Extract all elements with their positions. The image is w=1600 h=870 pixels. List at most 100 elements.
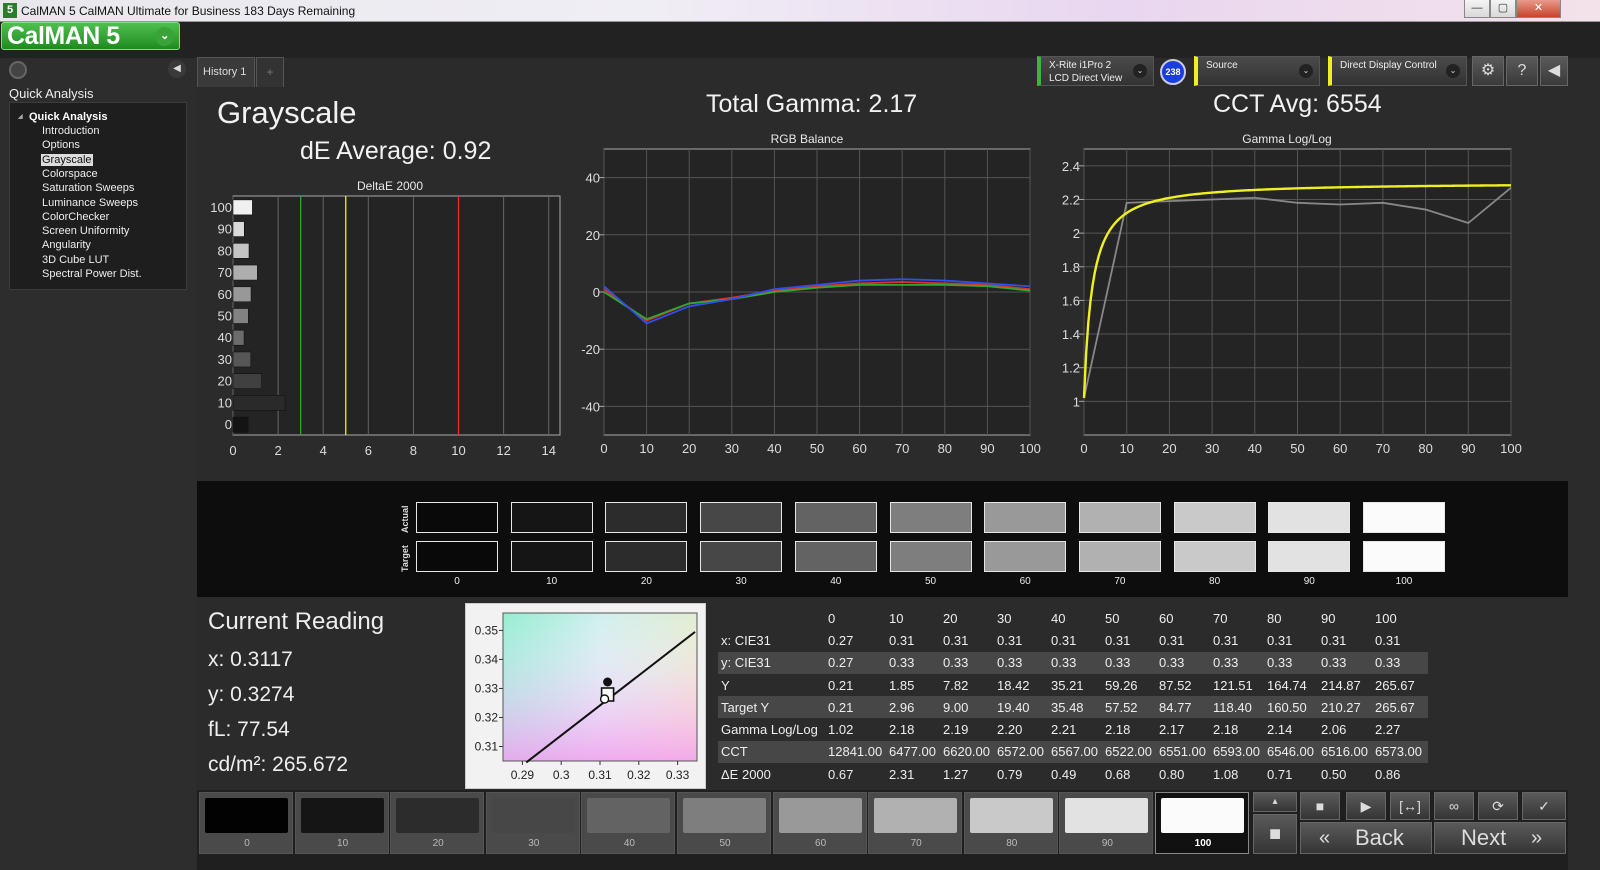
plot-area — [232, 195, 561, 436]
y-tick-label: 30 — [218, 352, 232, 367]
table-cell: 0.79 — [997, 766, 1023, 782]
bottom-swatch-50[interactable]: 50 — [677, 792, 771, 854]
y-tick-label: 1.6 — [1062, 293, 1080, 308]
stop-icon[interactable]: ■ — [1300, 792, 1340, 820]
x-tick-label: 50 — [810, 441, 824, 456]
bottom-swatch-70[interactable]: 70 — [868, 792, 963, 854]
check-icon[interactable]: ✓ — [1522, 792, 1566, 820]
eject-icon[interactable]: ▴ — [1253, 792, 1297, 812]
sidebar-item-options[interactable]: Options — [42, 139, 80, 152]
bottom-swatch-60[interactable]: 60 — [772, 792, 867, 854]
y-tick-label: 70 — [218, 265, 232, 280]
bottom-swatch-80[interactable]: 80 — [963, 792, 1058, 854]
table-cell: 0.31 — [1267, 632, 1293, 648]
sidebar-heading: Quick Analysis — [9, 86, 94, 101]
bottom-swatch-10[interactable]: 10 — [294, 792, 389, 854]
sidebar-item-colorspace[interactable]: Colorspace — [42, 167, 98, 180]
sidebar-item-grayscale[interactable]: Grayscale — [41, 153, 93, 166]
de-average: dE Average: 0.92 — [300, 137, 492, 165]
table-header-cell: 50 — [1102, 607, 1156, 630]
sidebar-item-screen-uniformity[interactable]: Screen Uniformity — [42, 225, 130, 238]
sidebar-item-colorchecker[interactable]: ColorChecker — [42, 210, 110, 223]
bottom-swatch-40[interactable]: 40 — [581, 792, 676, 854]
table-cell: 2.31 — [889, 766, 915, 782]
close-icon[interactable]: ✕ — [1516, 0, 1561, 18]
range-icon[interactable]: [↔] — [1390, 792, 1430, 820]
swatch-level-label: 0 — [454, 576, 460, 587]
bottom-swatch-0[interactable]: 0 — [199, 792, 293, 854]
chevron-down-icon[interactable]: ⌄ — [155, 27, 174, 46]
table-cell: 6573.00 — [1372, 740, 1428, 764]
y-tick-label: 20 — [218, 374, 232, 389]
sidebar-item-saturation-sweeps[interactable]: Saturation Sweeps — [42, 182, 135, 195]
table-cell: 57.52 — [1102, 696, 1156, 719]
gear-icon[interactable]: ⚙ — [1472, 56, 1504, 86]
table-row: Gamma Log/Log 1.02 2.18 2.19 2.20 2.21 2.18 2.1… — [718, 718, 1428, 740]
bottom-swatch-30[interactable]: 30 — [485, 792, 580, 854]
x-tick-label: 90 — [980, 441, 994, 456]
back-label: Back — [1355, 825, 1404, 850]
actual-swatch — [1078, 502, 1161, 533]
radio-icon[interactable] — [9, 61, 27, 79]
refresh-icon[interactable]: ⟳ — [1478, 792, 1518, 820]
table-cell: 6516.00 — [1318, 740, 1372, 764]
row-label: CCT — [718, 740, 825, 764]
chevron-down-icon[interactable]: ⌄ — [1299, 64, 1313, 78]
chevron-down-icon[interactable]: ⌄ — [1133, 64, 1147, 78]
table-cell: 35.48 — [1048, 696, 1102, 719]
add-tab-button[interactable]: + — [256, 57, 284, 87]
measurement-table: 0 10 20 30 40 50 60 70 80 90 100 x: CIE31 0.27 0.31 0.… — [718, 607, 1428, 785]
table-cell: 121.51 — [1213, 677, 1253, 693]
display-label: Direct Display Control — [1340, 60, 1437, 71]
table-cell: 0.33 — [994, 651, 1048, 674]
sidebar-item-spectral-power-dist[interactable]: Spectral Power Dist. — [42, 268, 142, 280]
row-label: Target Y — [718, 696, 825, 719]
source-selector[interactable]: Source ⌄ — [1194, 56, 1320, 86]
tree-root[interactable]: Quick Analysis — [18, 111, 108, 123]
sidebar-item-introduction[interactable]: Introduction — [42, 125, 100, 137]
table-header-cell — [718, 607, 825, 630]
x-tick-label: 10 — [1119, 441, 1133, 456]
page-title: Grayscale — [217, 95, 357, 130]
loop-icon[interactable]: ∞ — [1434, 792, 1474, 820]
next-button[interactable]: Next » — [1434, 822, 1566, 854]
actual-swatch — [605, 502, 688, 533]
minimize-icon[interactable]: — — [1464, 0, 1490, 18]
row-label: Y — [721, 677, 730, 693]
calman-logo-menu[interactable]: CalMAN 5 ⌄ — [1, 22, 180, 50]
table-cell: 6477.00 — [886, 740, 940, 764]
sidebar-item-luminance-sweeps[interactable]: Luminance Sweeps — [42, 196, 139, 209]
table-cell: 59.26 — [1105, 677, 1138, 693]
actual-swatch — [1363, 502, 1445, 533]
x-tick-label: 10 — [451, 443, 465, 458]
x-tick-label: 0.3 — [553, 768, 570, 782]
x-tick-label: 20 — [1162, 441, 1176, 456]
table-cell: 0.33 — [1210, 651, 1264, 674]
x-tick-label: 0.29 — [511, 768, 535, 782]
collapse-right-icon[interactable]: ◀ — [1540, 56, 1568, 86]
meter-badge[interactable]: 238 — [1160, 59, 1186, 85]
actual-swatch — [889, 502, 972, 533]
sidebar-item-angularity[interactable]: Angularity — [42, 239, 91, 252]
help-icon[interactable]: ? — [1506, 56, 1538, 86]
tab-history[interactable]: History 1 — [197, 57, 255, 87]
y-tick-label: 90 — [218, 222, 232, 237]
swatch-level-label: 100 — [1194, 838, 1212, 849]
sidebar-item-3d-cube-lut[interactable]: 3D Cube LUT — [42, 253, 110, 266]
play-icon[interactable]: ▶ — [1346, 792, 1386, 820]
chevron-down-icon[interactable]: ⌄ — [1446, 64, 1460, 78]
y-tick-label: -20 — [581, 342, 600, 357]
y-tick-label: 1.4 — [1062, 327, 1080, 342]
bottom-swatch-20[interactable]: 20 — [390, 792, 485, 854]
bottom-swatch-90[interactable]: 90 — [1059, 792, 1154, 854]
display-selector[interactable]: Direct Display Control ⌄ — [1328, 56, 1467, 86]
delta-bar — [232, 199, 253, 216]
collapse-left-icon[interactable]: ◀ — [168, 60, 186, 78]
meter-selector[interactable]: X-Rite i1Pro 2 LCD Direct View ⌄ — [1037, 56, 1154, 86]
table-cell: 6522.00 — [1102, 740, 1156, 764]
table-row: CCT 12841.00 6477.00 6620.00 6572.00 6567.00 6… — [718, 740, 1428, 764]
bottom-swatch-100[interactable]: 100 — [1155, 792, 1249, 854]
back-button[interactable]: « Back — [1300, 822, 1432, 854]
maximize-icon[interactable]: ▢ — [1490, 0, 1516, 18]
record-icon[interactable]: ■ — [1253, 814, 1297, 854]
